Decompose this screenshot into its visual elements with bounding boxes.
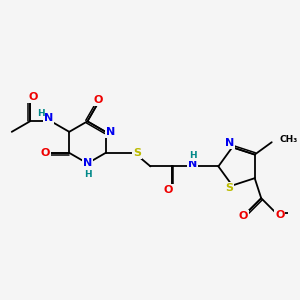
Text: N: N: [83, 158, 92, 168]
Text: N: N: [106, 127, 115, 137]
Text: O: O: [93, 95, 103, 105]
Text: H: H: [189, 152, 196, 160]
Text: H: H: [84, 170, 91, 179]
Text: N: N: [44, 113, 53, 123]
Text: O: O: [28, 92, 38, 102]
Text: O: O: [40, 148, 50, 158]
Text: N: N: [225, 139, 234, 148]
Text: CH₃: CH₃: [279, 135, 298, 144]
Text: N: N: [188, 160, 197, 170]
Text: S: S: [133, 148, 141, 158]
Text: O: O: [275, 210, 285, 220]
Text: S: S: [225, 183, 233, 194]
Text: O: O: [164, 185, 173, 195]
Text: O: O: [239, 211, 248, 221]
Text: H: H: [37, 109, 44, 118]
